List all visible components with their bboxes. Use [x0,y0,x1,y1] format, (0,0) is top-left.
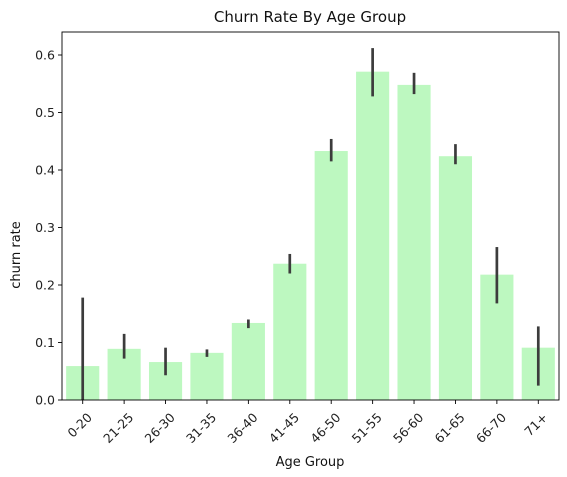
y-axis-label: churn rate [9,221,24,289]
bar-56-60 [397,84,431,401]
y-tick-label: 0.5 [35,105,55,120]
y-tick-label: 0.3 [35,220,55,235]
x-tick-label: 61-65 [431,410,467,446]
bar-41-45 [273,263,307,400]
x-axis-label: Age Group [276,455,345,470]
bar-46-50 [314,151,348,400]
x-tick-label: 26-30 [142,410,178,446]
x-tick-label: 66-70 [473,410,509,446]
x-tick-label: 56-60 [390,410,426,446]
x-tick-label: 21-25 [100,410,136,446]
bar-36-40 [231,322,265,400]
plot-frame [61,31,560,401]
plot-area: 0.0 0.1 0.2 0.3 0.4 0.5 0.6 0-20 21-25 26-30 31-35… [35,31,560,446]
x-tick-label: 51-55 [349,410,385,446]
x-tick-label: 36-40 [224,410,260,446]
x-tick-label: 71+ [521,410,550,439]
bar-31-35 [190,352,224,400]
x-tick-label: 0-20 [64,410,95,441]
y-tick-label: 0.0 [35,393,55,408]
y-tick-label: 0.4 [35,163,55,178]
chart-title: Churn Rate By Age Group [214,8,406,26]
y-tick-label: 0.6 [35,48,55,63]
y-tick-label: 0.2 [35,278,55,293]
bar-61-65 [438,156,473,400]
bar-51-55 [356,71,390,401]
x-tick-label: 41-45 [266,410,302,446]
x-tick-label: 31-35 [183,410,219,446]
x-tick-label: 46-50 [307,410,343,446]
y-tick-label: 0.1 [35,335,55,350]
